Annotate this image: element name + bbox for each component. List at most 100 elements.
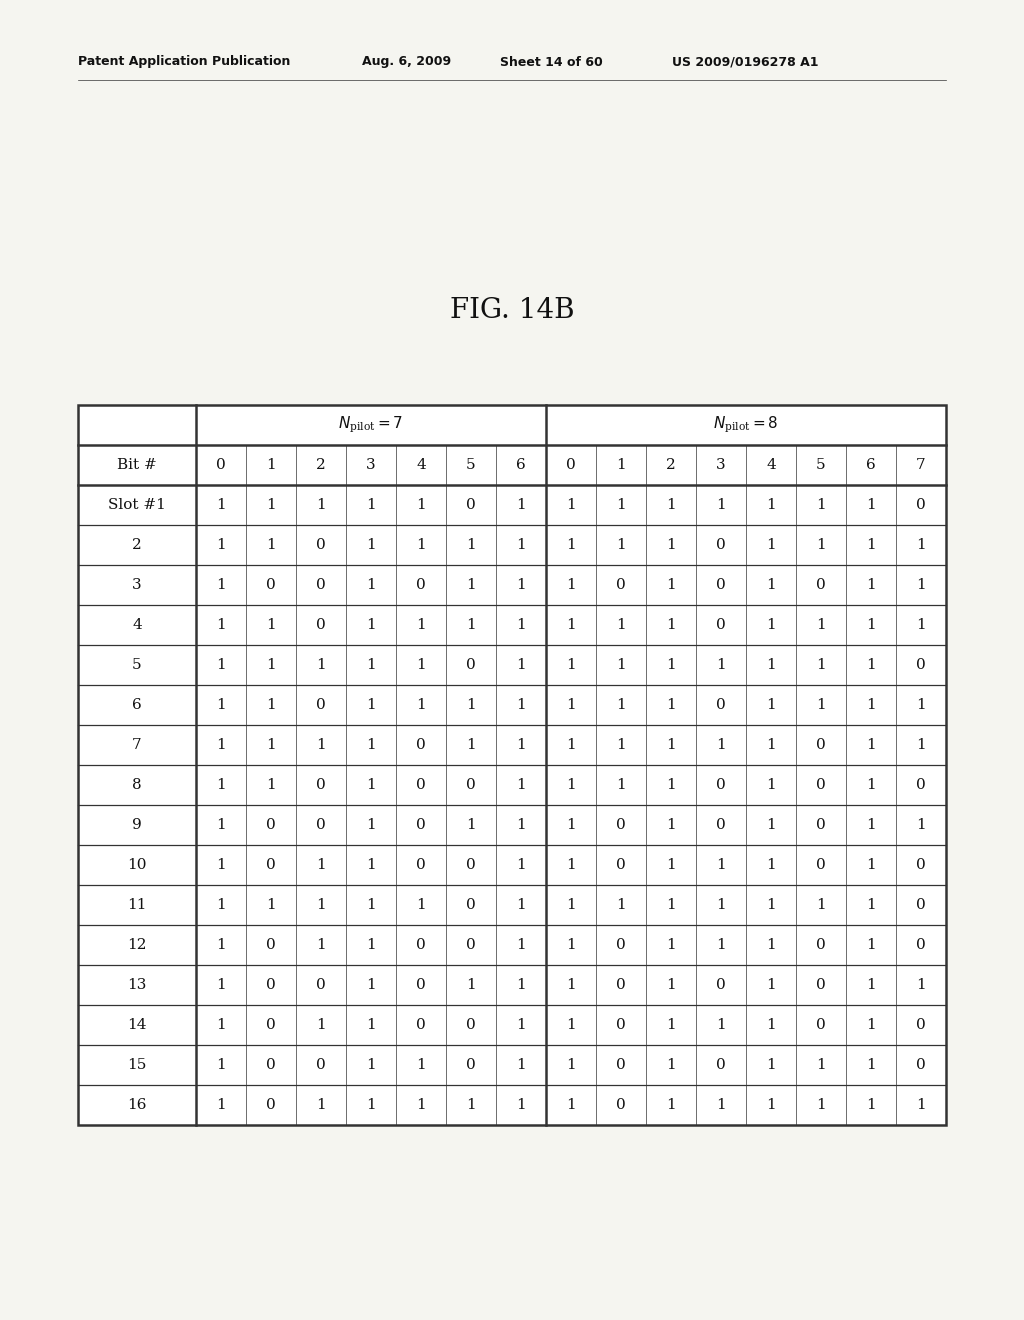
Text: 1: 1 [816, 618, 826, 632]
Text: 1: 1 [616, 738, 626, 752]
Text: 0: 0 [566, 458, 575, 473]
Text: 0: 0 [716, 818, 726, 832]
Text: 1: 1 [216, 539, 226, 552]
Text: 1: 1 [367, 698, 376, 711]
Text: 1: 1 [616, 539, 626, 552]
Text: 0: 0 [466, 898, 476, 912]
Text: 1: 1 [216, 818, 226, 832]
Text: 9: 9 [132, 818, 142, 832]
Text: 0: 0 [616, 818, 626, 832]
Text: 0: 0 [916, 898, 926, 912]
Text: 1: 1 [367, 818, 376, 832]
Text: 0: 0 [316, 818, 326, 832]
Text: 1: 1 [766, 539, 776, 552]
Text: 1: 1 [216, 1059, 226, 1072]
Text: 14: 14 [127, 1018, 146, 1032]
Text: 0: 0 [416, 1018, 426, 1032]
Text: 1: 1 [866, 777, 876, 792]
Text: 1: 1 [667, 539, 676, 552]
Text: 1: 1 [866, 498, 876, 512]
Text: 1: 1 [216, 498, 226, 512]
Text: 1: 1 [216, 1098, 226, 1111]
Text: 1: 1 [516, 818, 526, 832]
Text: 0: 0 [416, 738, 426, 752]
Text: 1: 1 [667, 657, 676, 672]
Text: 6: 6 [132, 698, 142, 711]
Text: 1: 1 [216, 939, 226, 952]
Text: 1: 1 [466, 1098, 476, 1111]
Text: 1: 1 [516, 898, 526, 912]
Text: 1: 1 [866, 1059, 876, 1072]
Text: 1: 1 [416, 1059, 426, 1072]
Text: 0: 0 [716, 777, 726, 792]
Text: 1: 1 [516, 1059, 526, 1072]
Text: 4: 4 [766, 458, 776, 473]
Text: 6: 6 [516, 458, 526, 473]
Text: 0: 0 [916, 1018, 926, 1032]
Text: 1: 1 [566, 618, 575, 632]
Text: 1: 1 [667, 858, 676, 873]
Text: 1: 1 [667, 498, 676, 512]
Text: 1: 1 [766, 978, 776, 993]
Text: 1: 1 [766, 618, 776, 632]
Text: 1: 1 [516, 578, 526, 591]
Text: 1: 1 [667, 939, 676, 952]
Text: 1: 1 [516, 1018, 526, 1032]
Text: 3: 3 [367, 458, 376, 473]
Text: 0: 0 [266, 818, 275, 832]
Text: 1: 1 [667, 978, 676, 993]
Text: 1: 1 [916, 698, 926, 711]
Text: 1: 1 [216, 898, 226, 912]
Text: 7: 7 [916, 458, 926, 473]
Text: 1: 1 [466, 738, 476, 752]
Text: Bit #: Bit # [117, 458, 157, 473]
Text: FIG. 14B: FIG. 14B [450, 297, 574, 323]
Text: 1: 1 [816, 539, 826, 552]
Text: 0: 0 [316, 777, 326, 792]
Text: 1: 1 [416, 698, 426, 711]
Text: 1: 1 [316, 657, 326, 672]
Text: 1: 1 [866, 978, 876, 993]
Text: 1: 1 [566, 1018, 575, 1032]
Text: 0: 0 [816, 1018, 826, 1032]
Text: 1: 1 [367, 738, 376, 752]
Text: 1: 1 [716, 939, 726, 952]
Text: 1: 1 [566, 539, 575, 552]
Text: 1: 1 [367, 539, 376, 552]
Text: 1: 1 [866, 618, 876, 632]
Text: 1: 1 [766, 698, 776, 711]
Text: $N_{\mathregular{pilot}}= 8$: $N_{\mathregular{pilot}}= 8$ [714, 414, 779, 436]
Text: 0: 0 [316, 1059, 326, 1072]
Text: 0: 0 [616, 1018, 626, 1032]
Text: Aug. 6, 2009: Aug. 6, 2009 [362, 55, 452, 69]
Text: 1: 1 [566, 698, 575, 711]
Text: 0: 0 [416, 578, 426, 591]
Text: 1: 1 [466, 818, 476, 832]
Text: 1: 1 [716, 1018, 726, 1032]
Text: 0: 0 [816, 738, 826, 752]
Text: 1: 1 [916, 978, 926, 993]
Text: 1: 1 [816, 657, 826, 672]
Text: 1: 1 [516, 738, 526, 752]
Text: 3: 3 [132, 578, 141, 591]
Text: 0: 0 [466, 498, 476, 512]
Text: 0: 0 [616, 578, 626, 591]
Text: 5: 5 [466, 458, 476, 473]
Text: 1: 1 [367, 939, 376, 952]
Text: 5: 5 [816, 458, 825, 473]
Text: 1: 1 [916, 738, 926, 752]
Text: 12: 12 [127, 939, 146, 952]
Text: 1: 1 [466, 578, 476, 591]
Text: 1: 1 [516, 978, 526, 993]
Text: 1: 1 [316, 1018, 326, 1032]
Text: 1: 1 [266, 539, 275, 552]
Text: 1: 1 [566, 818, 575, 832]
Text: 1: 1 [766, 777, 776, 792]
Text: 1: 1 [416, 498, 426, 512]
Text: 1: 1 [316, 939, 326, 952]
Text: 0: 0 [466, 939, 476, 952]
Text: 1: 1 [516, 939, 526, 952]
Text: 4: 4 [416, 458, 426, 473]
Text: 1: 1 [516, 657, 526, 672]
Text: 11: 11 [127, 898, 146, 912]
